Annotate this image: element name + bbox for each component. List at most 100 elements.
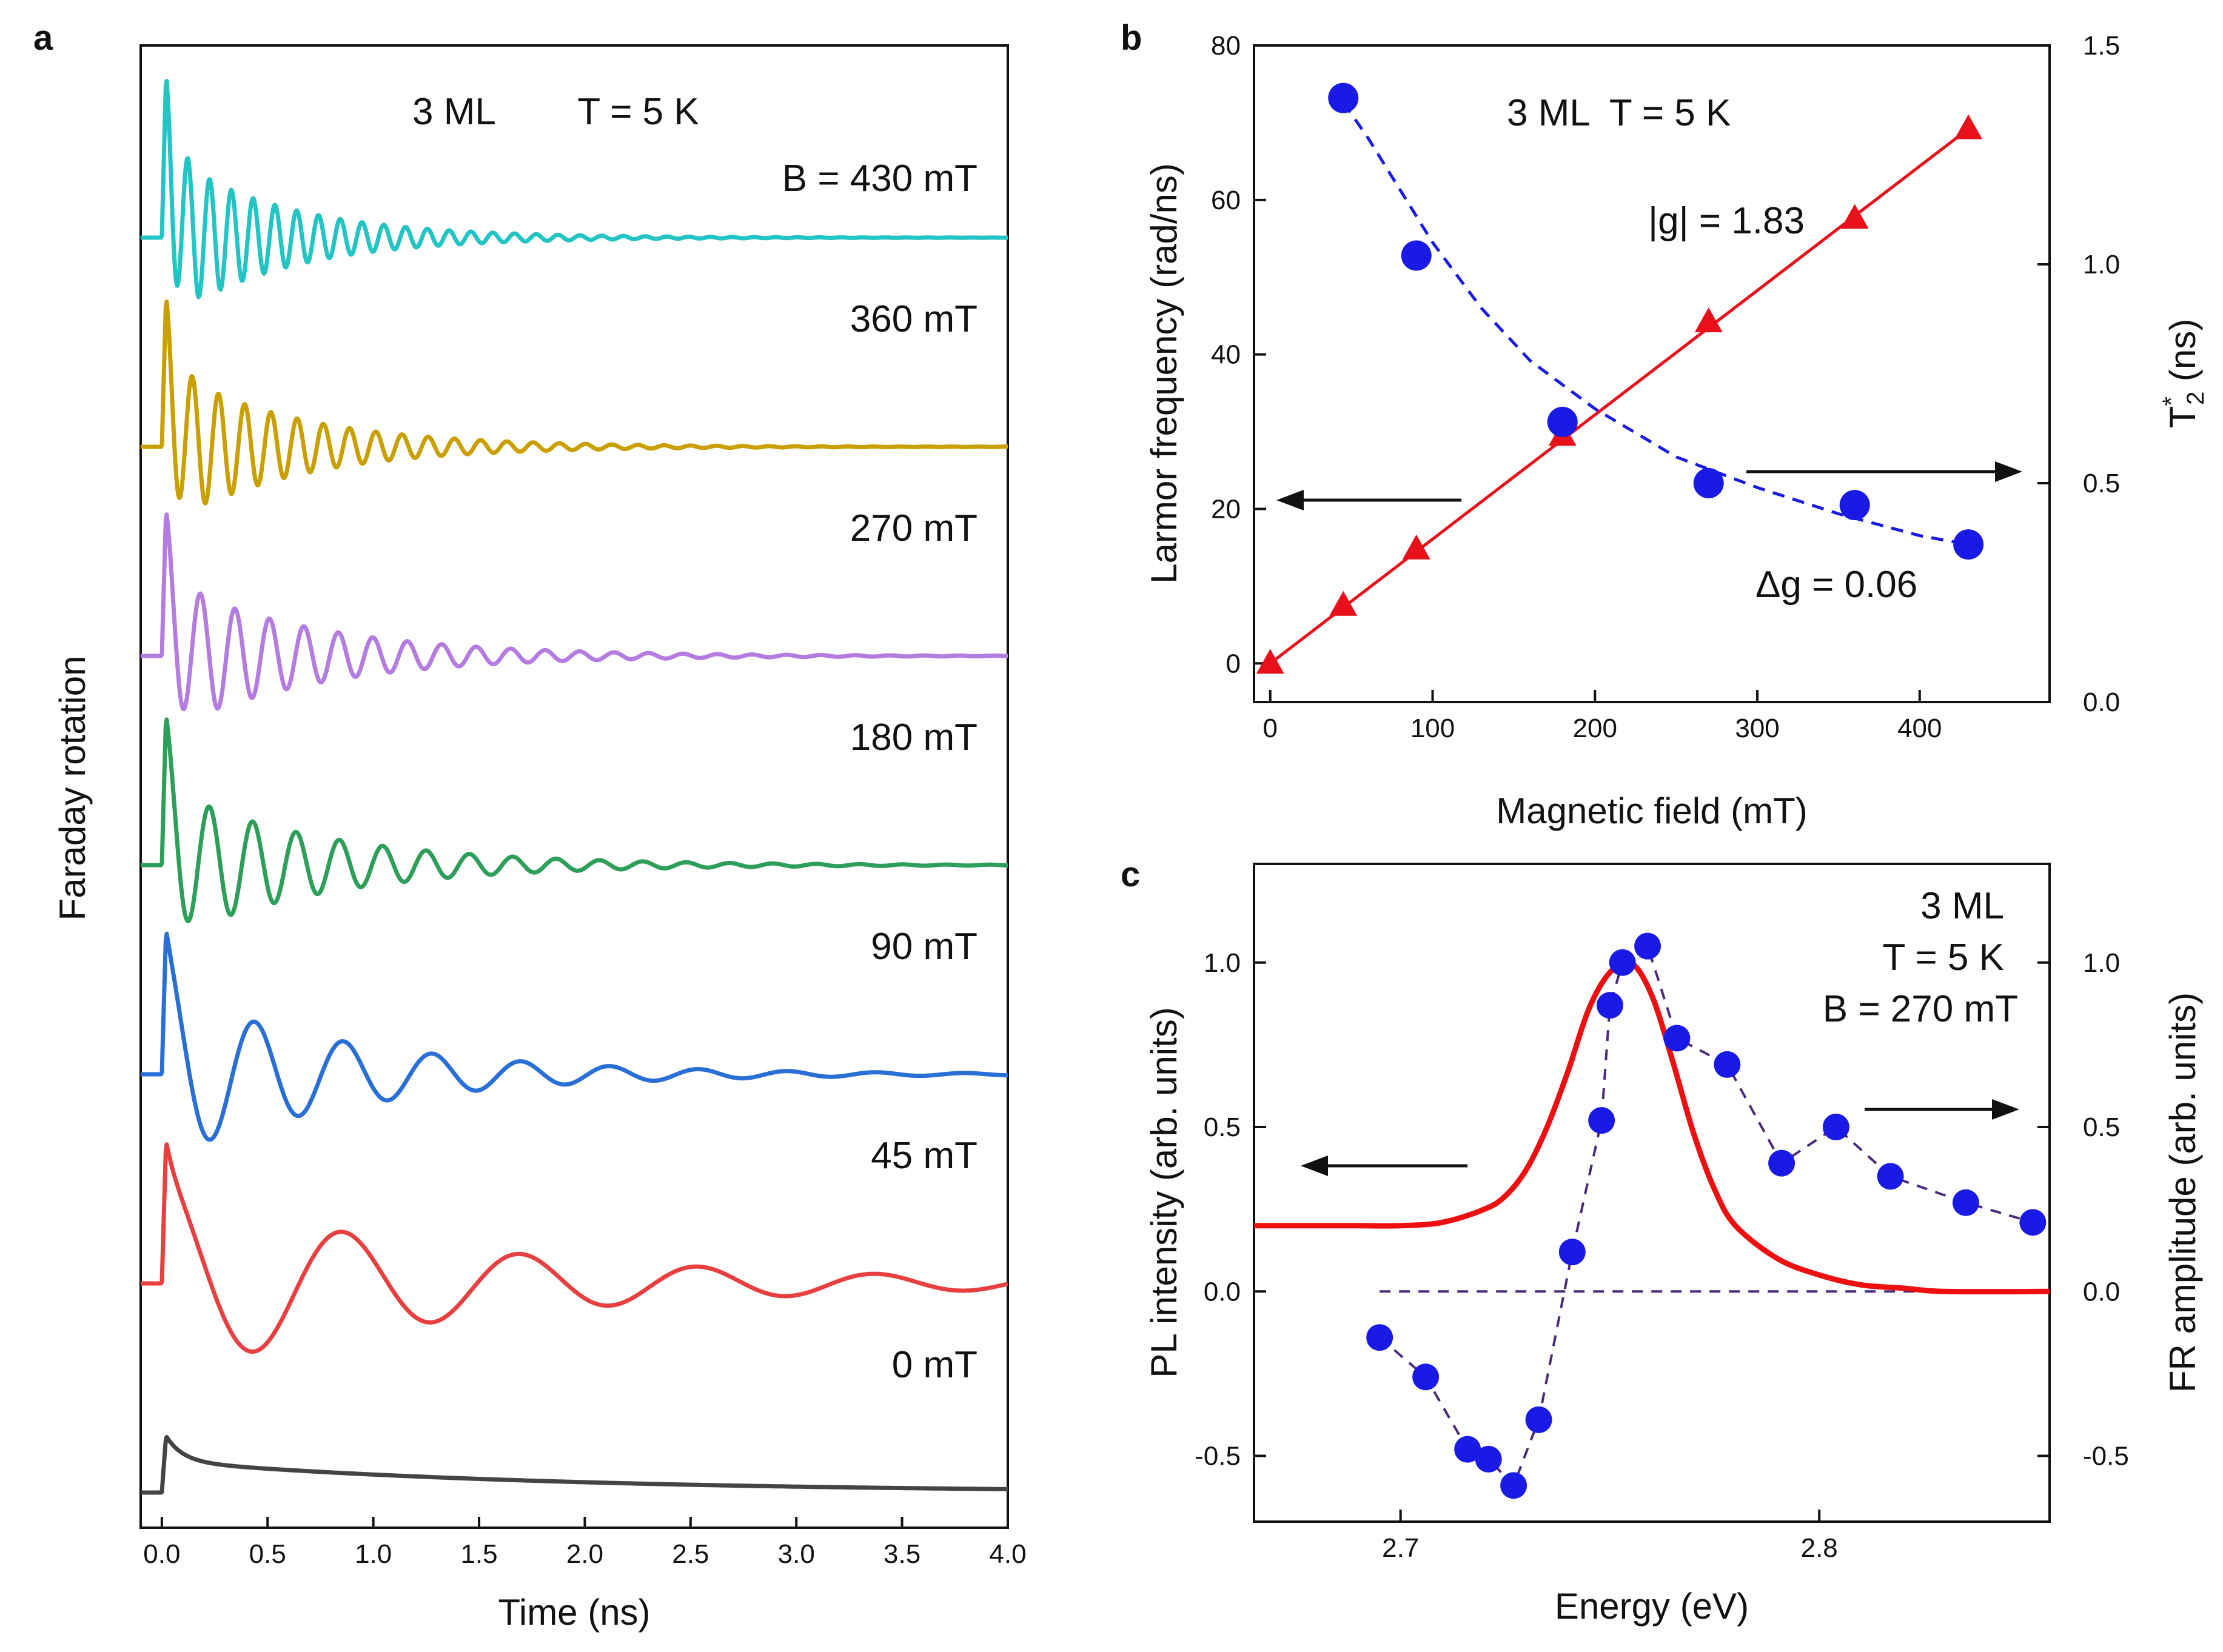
panel-b-right-axis-label: T*2 (ns)	[2158, 319, 2209, 428]
c-fr-point	[1609, 949, 1636, 976]
a-xtick-label: 4.0	[989, 1539, 1026, 1569]
c-fr-point	[1454, 1436, 1481, 1463]
panel-b-y-axis-label: Larmor frequency (rad/ns)	[1144, 163, 1184, 584]
b-point-t2	[1953, 529, 1984, 560]
panel-label-c: c	[1121, 855, 1140, 894]
b-ytick-label: 80	[1211, 31, 1241, 61]
c-ytick-right-label: 1.0	[2083, 948, 2120, 978]
panel-b: b 0 100 200 300 400 0 20 40 60 80 0.0 0.5 1.0 1.5 3 M…	[1121, 18, 2209, 831]
panel-c-x-axis-label: Energy (eV)	[1555, 1586, 1749, 1627]
panel-b-x-axis-label: Magnetic field (mT)	[1496, 791, 1807, 831]
trace-label-270mT: 270 mT	[850, 507, 977, 549]
c-xtick-label: 2.7	[1382, 1533, 1419, 1563]
panel-b-left-arrowhead	[1276, 490, 1304, 510]
c-fr-point	[1634, 932, 1661, 960]
trace-label-430mT: B = 430 mT	[782, 158, 977, 199]
c-fr-point	[1558, 1239, 1586, 1266]
c-fr-point	[2019, 1209, 2047, 1236]
panel-c-frame	[1253, 863, 2051, 1523]
panel-c-title-line-3: B = 270 mT	[1823, 988, 2018, 1030]
c-fr-point	[1500, 1472, 1527, 1499]
panel-c-series	[1254, 932, 2050, 1499]
c-fr-point	[1525, 1406, 1552, 1433]
b-point-larmor	[1329, 590, 1358, 616]
a-xtick-label: 0.5	[249, 1539, 286, 1569]
c-ytick-right-label: 0.5	[2083, 1112, 2120, 1142]
b-point-larmor	[1954, 114, 1983, 139]
trace-270mT	[139, 512, 1009, 712]
b-point-larmor	[1256, 649, 1284, 674]
a-xtick-label: 1.0	[355, 1539, 392, 1569]
c-ytick-label: 0.0	[1204, 1277, 1241, 1306]
b-ytick-right-label: 0.0	[2083, 687, 2120, 717]
panel-b-right-axis-label-T: T	[2162, 406, 2203, 429]
b-ytick-right-label: 0.5	[2083, 469, 2120, 498]
panel-c: c 2.7 2.8-0.50.00.51.0-0.50.00.51.0 3 ML …	[1121, 855, 2203, 1627]
a-xtick-label: 2.5	[672, 1539, 709, 1569]
panel-c-right-arrowhead	[1992, 1099, 2019, 1120]
a-xtick-label: 2.0	[566, 1539, 603, 1569]
b-xtick-label: 100	[1410, 714, 1455, 743]
c-fr-point	[1366, 1324, 1393, 1351]
b-point-t2	[1693, 468, 1724, 498]
svg-text:T*2 (ns): T*2 (ns)	[2158, 319, 2209, 428]
c-fr-point	[1714, 1051, 1741, 1078]
c-fr-point	[1877, 1163, 1904, 1190]
panel-a-title: 3 ML T = 5 K	[412, 91, 699, 133]
c-fr-point	[1596, 992, 1623, 1019]
trace-360mT	[139, 299, 1009, 506]
panel-a: a 3 ML T = 5 K B = 430 mT 360 mT 270 mT 180…	[33, 18, 1027, 1633]
trace-label-360mT: 360 mT	[850, 298, 977, 340]
c-fr-point	[1412, 1363, 1440, 1391]
c-ytick-right-label: -0.5	[2083, 1442, 2129, 1471]
c-ytick-label: 1.0	[1204, 948, 1241, 978]
panel-b-right-axis-label-sub: 2	[2182, 392, 2209, 405]
trace-180mT	[139, 717, 1009, 923]
panel-label-b: b	[1121, 18, 1142, 58]
panel-b-series	[1256, 82, 1984, 674]
b-ytick-label: 20	[1211, 494, 1241, 524]
b-xtick-label: 0	[1263, 714, 1278, 743]
panel-a-x-axis-label: Time (ns)	[498, 1592, 650, 1633]
panel-b-title: 3 ML T = 5 K	[1507, 92, 1731, 134]
c-fr-point	[1475, 1445, 1502, 1473]
panel-b-right-axis-label-unit: (ns)	[2162, 319, 2203, 392]
b-point-t2	[1547, 406, 1578, 437]
c-ytick-label: -0.5	[1195, 1442, 1241, 1471]
b-point-t2	[1401, 240, 1432, 271]
panel-label-a: a	[33, 18, 53, 58]
panel-b-right-axis-label-sup: *	[2158, 396, 2185, 406]
a-xtick-label: 3.0	[778, 1539, 815, 1569]
a-xtick-label: 3.5	[884, 1539, 920, 1569]
panel-b-ticks: 0 100 200 300 400 0 20 40 60 80 0.0 0.5 1.0 1.5	[1211, 31, 2120, 743]
a-xtick-label: 1.5	[460, 1539, 497, 1569]
c-fr-point	[1768, 1149, 1796, 1177]
panel-b-right-arrowhead	[1995, 461, 2022, 482]
b-xtick-label: 200	[1573, 714, 1617, 743]
c-fr-point	[1822, 1114, 1849, 1140]
panel-b-frame	[1253, 44, 2051, 703]
panel-c-right-axis-label: FR amplitude (arb. units)	[2162, 992, 2203, 1393]
panel-c-left-arrowhead	[1301, 1155, 1328, 1176]
c-fr-point	[1588, 1107, 1615, 1134]
panel-a-trace-labels: B = 430 mT 360 mT 270 mT 180 mT 90 mT 45 mT 0 …	[782, 158, 977, 1386]
b-point-t2	[1328, 82, 1359, 113]
panel-a-traces	[139, 79, 1009, 1495]
b-ytick-label: 40	[1211, 340, 1241, 370]
trace-90mT	[139, 931, 1009, 1142]
panel-b-annotation-g: |g| = 1.83	[1648, 200, 1805, 242]
b-ytick-label: 60	[1211, 186, 1241, 215]
panel-c-title-line-2: T = 5 K	[1883, 937, 2004, 978]
c-ytick-label: 0.5	[1204, 1112, 1241, 1142]
c-fr-point	[1952, 1189, 1979, 1216]
b-ytick-label: 0	[1226, 649, 1241, 678]
trace-45mT	[139, 1142, 1009, 1354]
b-ytick-right-label: 1.0	[2083, 250, 2120, 279]
panel-c-title-line-1: 3 ML	[1920, 885, 2004, 927]
trace-label-180mT: 180 mT	[850, 717, 977, 758]
c-fr-point	[1663, 1025, 1691, 1052]
panel-c-y-axis-label: PL intensity (arb. units)	[1144, 1007, 1184, 1377]
panel-a-y-axis-label: Faraday rotation	[52, 656, 93, 921]
b-point-larmor	[1402, 534, 1430, 560]
